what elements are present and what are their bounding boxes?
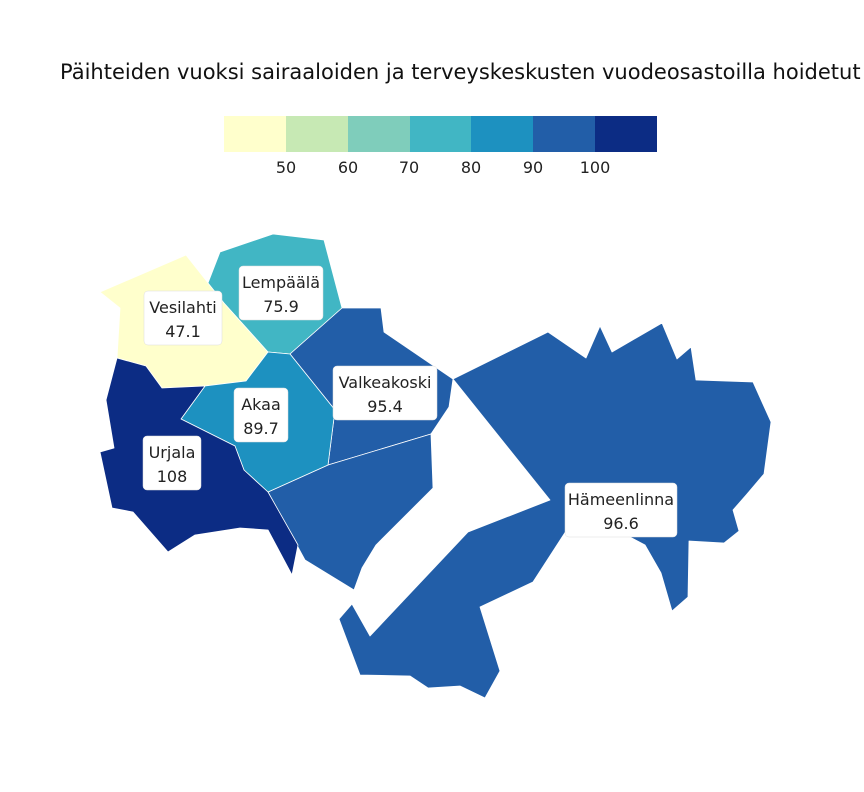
label-urjala: Urjala 108 — [142, 435, 202, 491]
legend-swatch — [409, 116, 472, 152]
label-value: 95.4 — [367, 397, 403, 416]
region-hameenlinna[interactable] — [338, 322, 772, 699]
label-value: 96.6 — [603, 514, 639, 533]
legend-tick: 50 — [275, 158, 297, 177]
legend-swatch — [285, 116, 348, 152]
legend-tick: 70 — [398, 158, 420, 177]
color-legend: 50 60 70 80 90 100 — [224, 116, 658, 177]
label-value: 47.1 — [165, 322, 201, 341]
label-name: Vesilahti — [149, 298, 216, 317]
legend-tick: 80 — [460, 158, 482, 177]
region-valkeakoski-south[interactable] — [267, 433, 434, 591]
label-name: Hämeenlinna — [568, 490, 674, 509]
label-lempaala: Lempäälä 75.9 — [238, 265, 324, 321]
label-akaa: Akaa 89.7 — [233, 387, 289, 443]
legend-swatch — [595, 116, 658, 152]
legend-swatch — [224, 116, 286, 152]
label-valkeakoski: Valkeakoski 95.4 — [332, 365, 438, 421]
label-value: 75.9 — [263, 297, 299, 316]
legend-tick: 60 — [337, 158, 359, 177]
label-name: Lempäälä — [242, 273, 320, 292]
legend-ticks: 50 60 70 80 90 100 — [224, 158, 657, 178]
label-name: Akaa — [241, 395, 281, 414]
legend-tick: 100 — [579, 158, 611, 177]
label-name: Urjala — [149, 443, 196, 462]
label-value: 89.7 — [243, 419, 279, 438]
label-hameenlinna: Hämeenlinna 96.6 — [564, 482, 678, 538]
legend-swatch — [347, 116, 410, 152]
label-name: Valkeakoski — [339, 373, 432, 392]
map-title: Päihteiden vuoksi sairaaloiden ja tervey… — [60, 60, 864, 84]
label-vesilahti: Vesilahti 47.1 — [143, 290, 223, 346]
legend-swatches — [224, 116, 658, 152]
legend-tick: 90 — [522, 158, 544, 177]
legend-swatch — [533, 116, 596, 152]
region-labels: Vesilahti 47.1 Lempäälä 75.9 Valkeakoski… — [142, 265, 678, 538]
legend-swatch — [471, 116, 534, 152]
label-value: 108 — [157, 467, 188, 486]
